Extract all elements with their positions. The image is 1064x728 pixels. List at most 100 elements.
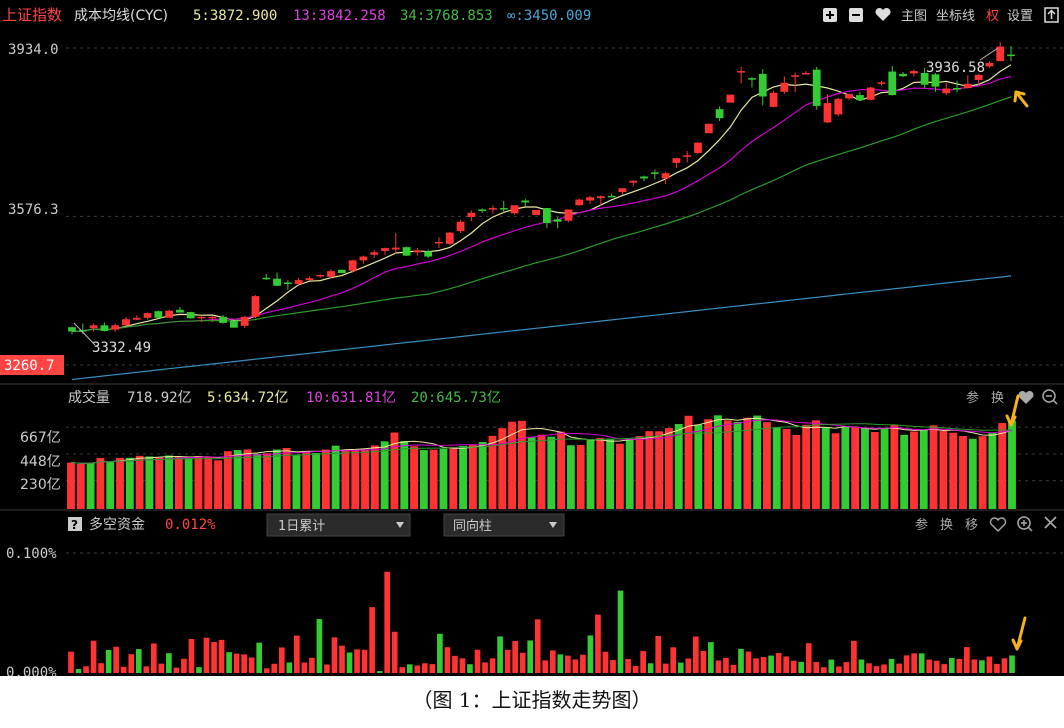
candle bbox=[122, 317, 130, 326]
candle-body bbox=[89, 325, 98, 329]
arrow-money-icon bbox=[1011, 616, 1027, 651]
candle-body bbox=[769, 92, 778, 107]
close-icon[interactable] bbox=[1044, 516, 1057, 529]
candle-body bbox=[413, 250, 422, 253]
money-bar bbox=[437, 633, 443, 673]
volume-bar bbox=[635, 436, 644, 509]
volume-ma-20 bbox=[70, 423, 1012, 464]
candle bbox=[629, 180, 638, 187]
volume-swap-button[interactable]: 换 bbox=[991, 391, 1004, 406]
money-bar bbox=[497, 636, 503, 673]
volume-value: 718.92亿 bbox=[127, 390, 192, 406]
candle bbox=[283, 280, 292, 290]
candle-body bbox=[953, 88, 961, 90]
candle-body bbox=[327, 271, 335, 277]
volume-bar bbox=[665, 428, 673, 509]
volume-bar bbox=[547, 436, 556, 509]
indicator-name[interactable]: 成本均线(CYC) bbox=[74, 8, 168, 24]
money-zoom-in-icon[interactable] bbox=[1017, 516, 1033, 532]
money-move-button[interactable]: 移 bbox=[965, 518, 978, 533]
money-bar bbox=[813, 661, 820, 673]
money-bar bbox=[482, 662, 488, 673]
minus-icon[interactable] bbox=[849, 8, 863, 22]
money-param-button[interactable]: 参 bbox=[915, 517, 928, 533]
volume-bar bbox=[655, 431, 664, 509]
index-title[interactable]: 上证指数 bbox=[2, 6, 62, 24]
money-bar bbox=[361, 649, 368, 673]
candle bbox=[143, 312, 152, 320]
candle bbox=[1007, 46, 1015, 62]
money-bar bbox=[971, 659, 978, 673]
volume-bar bbox=[792, 434, 801, 509]
money-bar bbox=[956, 658, 963, 673]
candle-body bbox=[273, 278, 281, 286]
axis-line-button[interactable]: 坐标线 bbox=[936, 9, 975, 24]
money-bar bbox=[444, 647, 451, 673]
volume-tick-1: 667亿 bbox=[20, 430, 61, 446]
candle-body bbox=[553, 219, 562, 222]
help-icon[interactable] bbox=[68, 517, 82, 531]
help-glyph: ? bbox=[71, 518, 78, 532]
money-bar bbox=[158, 663, 165, 673]
candle-body bbox=[532, 209, 540, 216]
candle bbox=[510, 205, 519, 215]
money-bar bbox=[339, 645, 345, 673]
candle-body bbox=[521, 200, 530, 203]
bar-mode-select[interactable]: 同向柱 bbox=[443, 513, 565, 537]
candle bbox=[834, 97, 843, 117]
money-value: 0.012% bbox=[165, 517, 216, 533]
money-swap-button[interactable]: 换 bbox=[940, 518, 953, 533]
main-chart-button[interactable]: 主图 bbox=[901, 9, 927, 24]
volume-heart-icon[interactable] bbox=[1018, 390, 1034, 404]
money-bar bbox=[534, 619, 541, 673]
candle bbox=[348, 259, 357, 273]
money-heart-icon[interactable] bbox=[989, 517, 1007, 532]
money-bars[interactable] bbox=[68, 571, 1015, 673]
money-bar bbox=[820, 667, 827, 673]
heart-icon[interactable] bbox=[875, 7, 891, 21]
money-bar bbox=[324, 664, 330, 673]
candle-body bbox=[715, 109, 724, 119]
money-bar bbox=[354, 649, 360, 673]
candle-body bbox=[845, 94, 853, 99]
candle bbox=[305, 276, 314, 281]
money-bar bbox=[286, 662, 293, 673]
money-bar bbox=[421, 663, 428, 673]
candle bbox=[715, 106, 724, 121]
accumulate-select[interactable]: 1日累计 bbox=[266, 513, 411, 537]
money-bar bbox=[903, 655, 910, 673]
candle-body bbox=[381, 248, 389, 251]
candle bbox=[640, 175, 648, 182]
candle-body bbox=[575, 199, 584, 206]
candle bbox=[154, 310, 163, 319]
candle-body bbox=[445, 232, 454, 244]
plus-icon[interactable] bbox=[823, 8, 837, 22]
volume-param-button[interactable]: 参 bbox=[966, 390, 979, 406]
volume-zoom-out-icon[interactable] bbox=[1042, 389, 1058, 405]
candle bbox=[985, 61, 994, 68]
volume-bar bbox=[165, 455, 173, 509]
candle-body bbox=[909, 71, 918, 74]
export-icon[interactable] bbox=[1044, 7, 1059, 23]
right-adjust-button[interactable]: 权 bbox=[986, 8, 999, 24]
volume-bar bbox=[155, 457, 164, 509]
candle bbox=[596, 195, 605, 206]
volume-bar bbox=[174, 457, 183, 509]
candle-body bbox=[650, 172, 659, 174]
candle-body bbox=[478, 209, 487, 211]
volume-bar bbox=[194, 455, 203, 509]
volume-bar bbox=[233, 450, 242, 509]
volume-bars[interactable] bbox=[67, 415, 1016, 509]
candle bbox=[683, 151, 692, 163]
candle bbox=[909, 69, 918, 77]
money-bar bbox=[233, 653, 240, 673]
money-bar bbox=[376, 671, 383, 673]
settings-button[interactable]: 设置 bbox=[1007, 9, 1033, 24]
volume-bar bbox=[949, 432, 958, 509]
money-bar bbox=[911, 653, 917, 673]
accumulate-select-value: 1日累计 bbox=[278, 519, 325, 534]
candle-body bbox=[208, 316, 217, 319]
candlesticks[interactable] bbox=[68, 42, 1015, 335]
candle-body bbox=[543, 208, 551, 224]
candle bbox=[499, 201, 508, 214]
